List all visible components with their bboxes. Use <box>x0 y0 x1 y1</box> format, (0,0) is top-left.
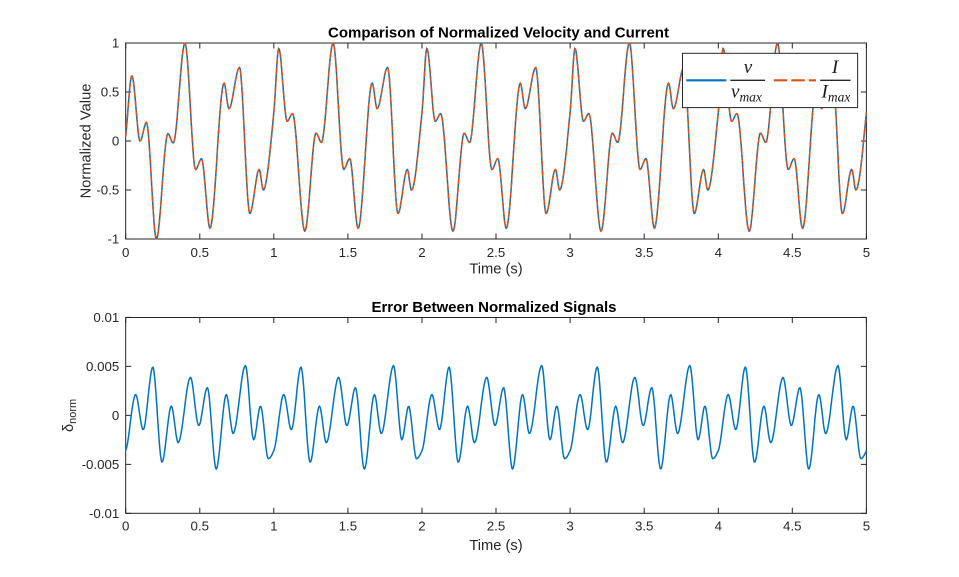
svg-text:3: 3 <box>566 518 573 533</box>
svg-text:4: 4 <box>715 245 722 260</box>
svg-text:-0.01: -0.01 <box>89 506 119 521</box>
svg-text:1: 1 <box>270 518 277 533</box>
svg-text:5: 5 <box>863 518 870 533</box>
svg-text:v: v <box>744 57 753 78</box>
svg-text:0.01: 0.01 <box>93 310 119 325</box>
svg-text:0: 0 <box>122 518 129 533</box>
svg-text:3.5: 3.5 <box>635 245 654 260</box>
svg-text:3.5: 3.5 <box>635 518 654 533</box>
svg-text:I: I <box>831 57 840 78</box>
svg-text:Comparison of Normalized Veloc: Comparison of Normalized Velocity and Cu… <box>328 25 669 42</box>
svg-text:2: 2 <box>418 245 425 260</box>
svg-text:0: 0 <box>112 134 119 149</box>
svg-text:0.5: 0.5 <box>191 518 210 533</box>
svg-text:1: 1 <box>112 36 119 51</box>
svg-text:Time (s): Time (s) <box>469 262 522 278</box>
svg-text:3: 3 <box>566 245 573 260</box>
svg-text:1.5: 1.5 <box>339 518 358 533</box>
svg-text:5: 5 <box>863 245 870 260</box>
svg-text:4.5: 4.5 <box>783 245 802 260</box>
svg-text:2: 2 <box>418 518 425 533</box>
svg-text:Normalized Value: Normalized Value <box>79 84 95 199</box>
svg-text:1.5: 1.5 <box>339 245 358 260</box>
svg-text:0.005: 0.005 <box>86 359 119 374</box>
svg-text:4: 4 <box>715 518 722 533</box>
svg-text:-0.5: -0.5 <box>96 183 119 198</box>
svg-text:0.5: 0.5 <box>101 85 120 100</box>
svg-text:2.5: 2.5 <box>487 518 506 533</box>
svg-text:0: 0 <box>112 408 119 423</box>
svg-text:Error Between Normalized Signa: Error Between Normalized Signals <box>371 299 616 316</box>
svg-text:0.5: 0.5 <box>191 245 210 260</box>
svg-text:4.5: 4.5 <box>783 518 802 533</box>
svg-text:2.5: 2.5 <box>487 245 506 260</box>
svg-text:Time (s): Time (s) <box>469 538 522 554</box>
svg-text:-0.005: -0.005 <box>82 457 120 472</box>
svg-text:0: 0 <box>122 245 129 260</box>
svg-text:-1: -1 <box>107 232 119 247</box>
svg-text:1: 1 <box>270 245 277 260</box>
